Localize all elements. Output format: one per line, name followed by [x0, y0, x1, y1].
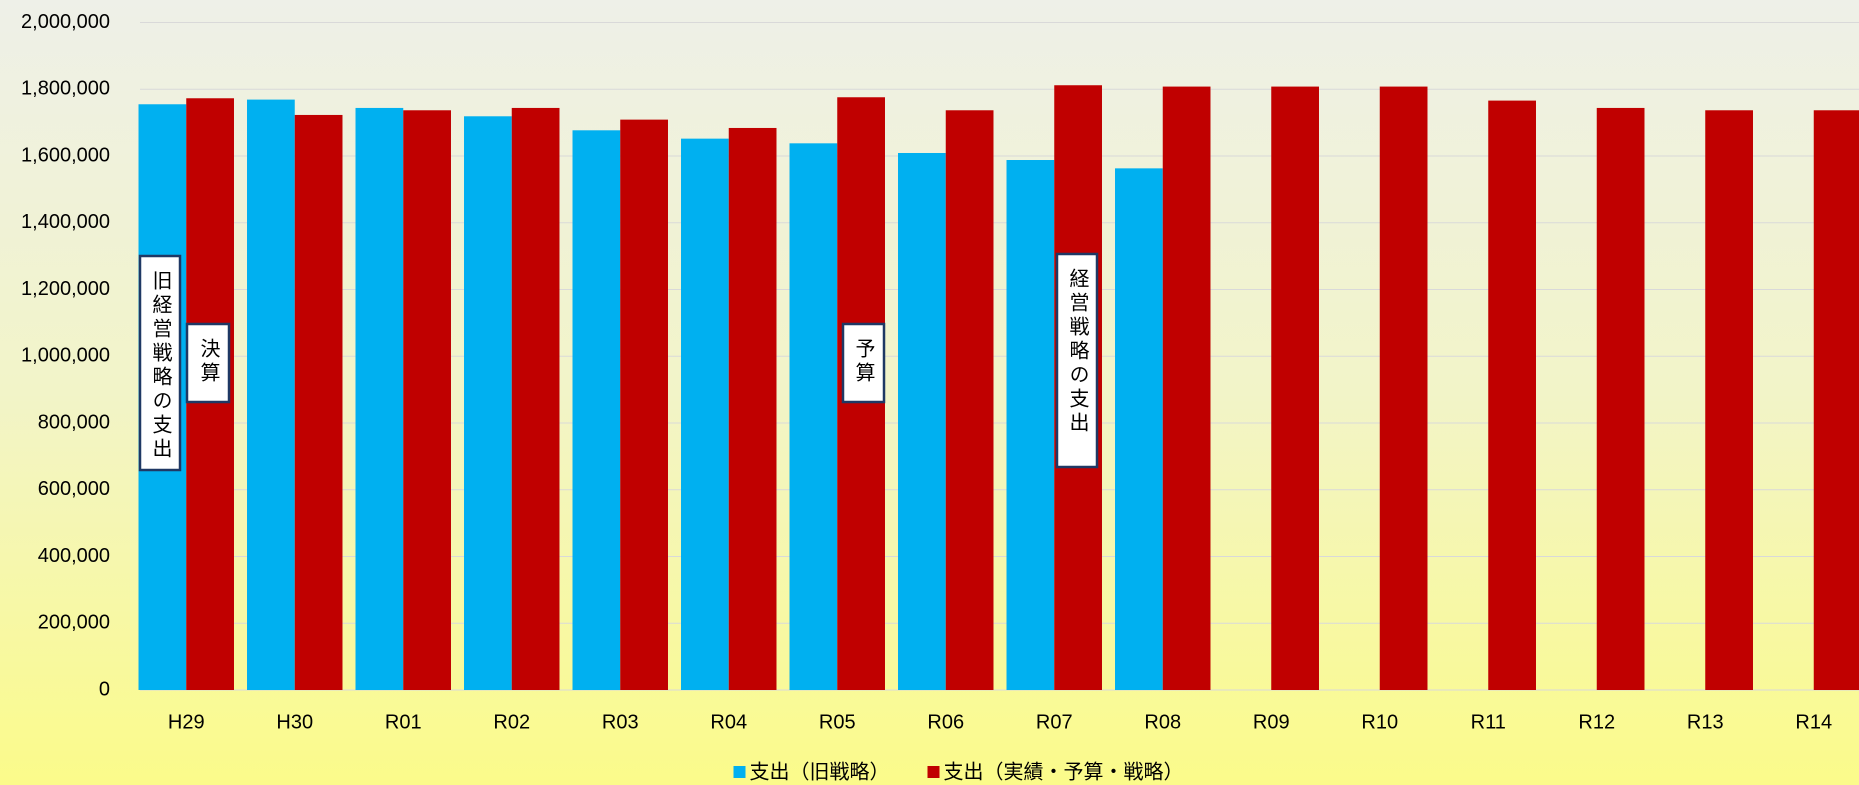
x-tick-label: R05 [819, 711, 856, 733]
bar [1705, 110, 1753, 691]
bar [1162, 86, 1211, 690]
x-tick-label: R09 [1253, 711, 1290, 733]
bar [403, 110, 451, 691]
x-tick-label: R10 [1361, 711, 1398, 733]
x-tick-label: R02 [493, 711, 530, 733]
y-tick-label: 1,400,000 [21, 211, 110, 233]
x-tick-label: R12 [1578, 711, 1615, 733]
annotation-box [185, 322, 231, 404]
y-tick-label: 1,200,000 [21, 278, 110, 300]
x-tick-label: R06 [927, 711, 964, 733]
annotation: 予算 [852, 338, 875, 386]
bar [511, 107, 560, 690]
y-tick-label: 1,000,000 [21, 345, 110, 367]
bar [728, 127, 777, 691]
annotation-box [841, 322, 886, 404]
y-tick-label: 600,000 [38, 478, 110, 500]
legend-swatch [733, 766, 746, 778]
legend-label: 支出（旧戦略） [750, 760, 890, 783]
x-tick-label: R03 [602, 711, 639, 733]
bar [247, 99, 295, 690]
y-tick-label: 1,600,000 [21, 144, 110, 166]
annotations: 旧経営戦略の支出 決算 予算 経営戦略の支出 [138, 252, 1099, 472]
bar [898, 152, 946, 691]
y-tick-label: 1,800,000 [21, 78, 110, 100]
x-tick-label: R07 [1036, 711, 1073, 733]
legend-label: 支出（実績・予算・戦略） [944, 760, 1184, 783]
y-tick-label: 0 [99, 678, 110, 700]
legend: 支出（旧戦略） 支出（実績・予算・戦略） [733, 760, 1184, 783]
x-tick-label: R04 [710, 711, 747, 733]
y-tick-label: 400,000 [38, 545, 110, 567]
bar [464, 116, 512, 690]
x-tick-label: R14 [1795, 711, 1832, 733]
bar [355, 107, 404, 690]
bar [945, 110, 994, 691]
x-tick-label: R13 [1687, 711, 1724, 733]
bar [572, 130, 621, 690]
annotation: 旧経営戦略の支出 [149, 270, 172, 462]
bar [1379, 86, 1428, 690]
annotation-box [138, 254, 182, 472]
bars [138, 85, 1859, 691]
x-tick-label: R01 [385, 711, 422, 733]
legend-swatch [927, 766, 940, 778]
annotation-box [1055, 252, 1099, 469]
bar [1271, 86, 1319, 690]
bar [681, 138, 729, 690]
bar [1813, 110, 1859, 691]
bar [1006, 160, 1055, 690]
bar [1596, 107, 1645, 690]
x-tick-label: R08 [1144, 711, 1181, 733]
x-tick-label: R11 [1471, 711, 1506, 733]
y-tick-label: 800,000 [38, 411, 110, 433]
y-tick-label: 2,000,000 [21, 11, 110, 33]
x-tick-label: H29 [168, 711, 205, 733]
y-tick-label: 200,000 [38, 612, 110, 634]
bar [294, 114, 343, 691]
annotation: 決算 [197, 338, 220, 386]
bar [620, 119, 668, 691]
x-tick-label: H30 [276, 711, 313, 733]
bar [1488, 100, 1536, 690]
bar [789, 143, 838, 690]
annotation: 経営戦略の支出 [1066, 268, 1089, 436]
bar [1115, 168, 1163, 690]
